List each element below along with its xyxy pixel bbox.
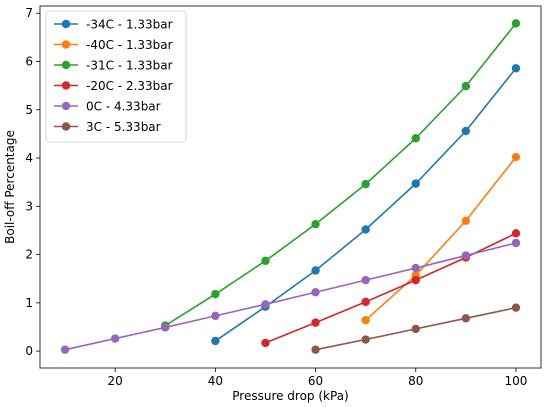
y-tick-label: 5 bbox=[25, 103, 33, 117]
x-tick-label: 40 bbox=[208, 374, 223, 388]
legend-swatch-marker bbox=[61, 81, 71, 90]
plot-frame bbox=[39, 5, 542, 369]
data-point bbox=[361, 335, 370, 344]
data-point bbox=[311, 219, 320, 229]
data-point bbox=[311, 345, 320, 354]
data-point bbox=[361, 225, 370, 234]
legend-item: -34C - 1.33bar bbox=[54, 18, 173, 32]
data-point bbox=[411, 263, 420, 273]
x-tick-label: 60 bbox=[308, 374, 323, 388]
y-tick-label: 3 bbox=[25, 199, 33, 213]
legend-swatch-marker bbox=[61, 122, 71, 131]
data-point bbox=[361, 275, 370, 285]
data-point bbox=[461, 251, 471, 260]
series-20c-2-33bar bbox=[261, 229, 521, 348]
data-point bbox=[511, 238, 521, 248]
series-40c-1-33bar bbox=[361, 152, 521, 325]
x-tick-label: 80 bbox=[408, 374, 423, 388]
legend-label: -40C - 1.33bar bbox=[86, 38, 173, 52]
data-point bbox=[311, 288, 320, 297]
legend-label: 3C - 5.33bar bbox=[86, 120, 161, 134]
data-point bbox=[511, 64, 521, 73]
series-line bbox=[265, 232, 517, 344]
data-point bbox=[411, 134, 420, 143]
y-tick-label: 0 bbox=[25, 344, 33, 358]
data-point bbox=[411, 275, 420, 285]
x-tick-label: 100 bbox=[504, 374, 527, 388]
data-point bbox=[161, 323, 170, 332]
legend-item: -40C - 1.33bar bbox=[54, 38, 173, 52]
data-point bbox=[361, 179, 370, 189]
data-point bbox=[211, 289, 220, 299]
x-axis-label: Pressure drop (kPa) bbox=[232, 389, 348, 403]
legend-label: -20C - 2.33bar bbox=[86, 79, 173, 93]
data-point bbox=[110, 334, 120, 343]
data-point bbox=[511, 229, 521, 238]
legend-swatch-marker bbox=[61, 40, 71, 49]
data-point bbox=[511, 303, 521, 312]
data-point bbox=[461, 216, 471, 225]
data-point bbox=[461, 126, 471, 136]
y-tick-label: 6 bbox=[25, 55, 33, 69]
data-point bbox=[461, 81, 471, 91]
data-point bbox=[211, 311, 220, 321]
data-point bbox=[261, 338, 270, 348]
data-point bbox=[261, 256, 270, 266]
data-point bbox=[411, 324, 420, 334]
data-point bbox=[411, 179, 420, 188]
legend-swatch-marker bbox=[61, 101, 71, 111]
series-3c-5-33bar bbox=[311, 303, 521, 354]
series-0c-4-33bar bbox=[60, 238, 521, 354]
legend-swatch-marker bbox=[61, 19, 71, 29]
data-point bbox=[211, 336, 220, 346]
legend-item: -20C - 2.33bar bbox=[54, 79, 173, 93]
y-tick-label: 7 bbox=[25, 6, 33, 20]
data-point bbox=[60, 345, 70, 354]
data-point bbox=[311, 318, 320, 327]
data-point bbox=[261, 300, 270, 309]
legend-label: 0C - 4.33bar bbox=[86, 100, 161, 114]
legend-item: 3C - 5.33bar bbox=[54, 120, 161, 134]
y-tick-label: 1 bbox=[25, 296, 33, 310]
x-tick-label: 20 bbox=[108, 374, 123, 388]
data-point bbox=[311, 266, 320, 275]
y-tick-label: 2 bbox=[25, 248, 33, 262]
data-point bbox=[511, 19, 521, 28]
legend-label: -31C - 1.33bar bbox=[86, 59, 173, 73]
legend-label: -34C - 1.33bar bbox=[86, 18, 173, 32]
data-point bbox=[461, 314, 471, 323]
legend-item: -31C - 1.33bar bbox=[54, 59, 173, 73]
series-31c-1-33bar bbox=[161, 19, 521, 330]
legend-swatch-marker bbox=[61, 60, 71, 70]
legend-box bbox=[45, 10, 187, 143]
data-point bbox=[361, 297, 370, 307]
legend: -34C - 1.33bar -40C - 1.33bar -31C - 1.33b… bbox=[45, 10, 187, 143]
y-axis-label: Boil-off Percentage bbox=[3, 130, 17, 244]
y-tick-label: 4 bbox=[25, 151, 33, 165]
series-line bbox=[164, 22, 517, 327]
data-point bbox=[511, 152, 521, 162]
data-point bbox=[361, 316, 370, 325]
series-line bbox=[64, 242, 517, 351]
legend-item: 0C - 4.33bar bbox=[54, 100, 161, 114]
series-line bbox=[365, 156, 517, 321]
